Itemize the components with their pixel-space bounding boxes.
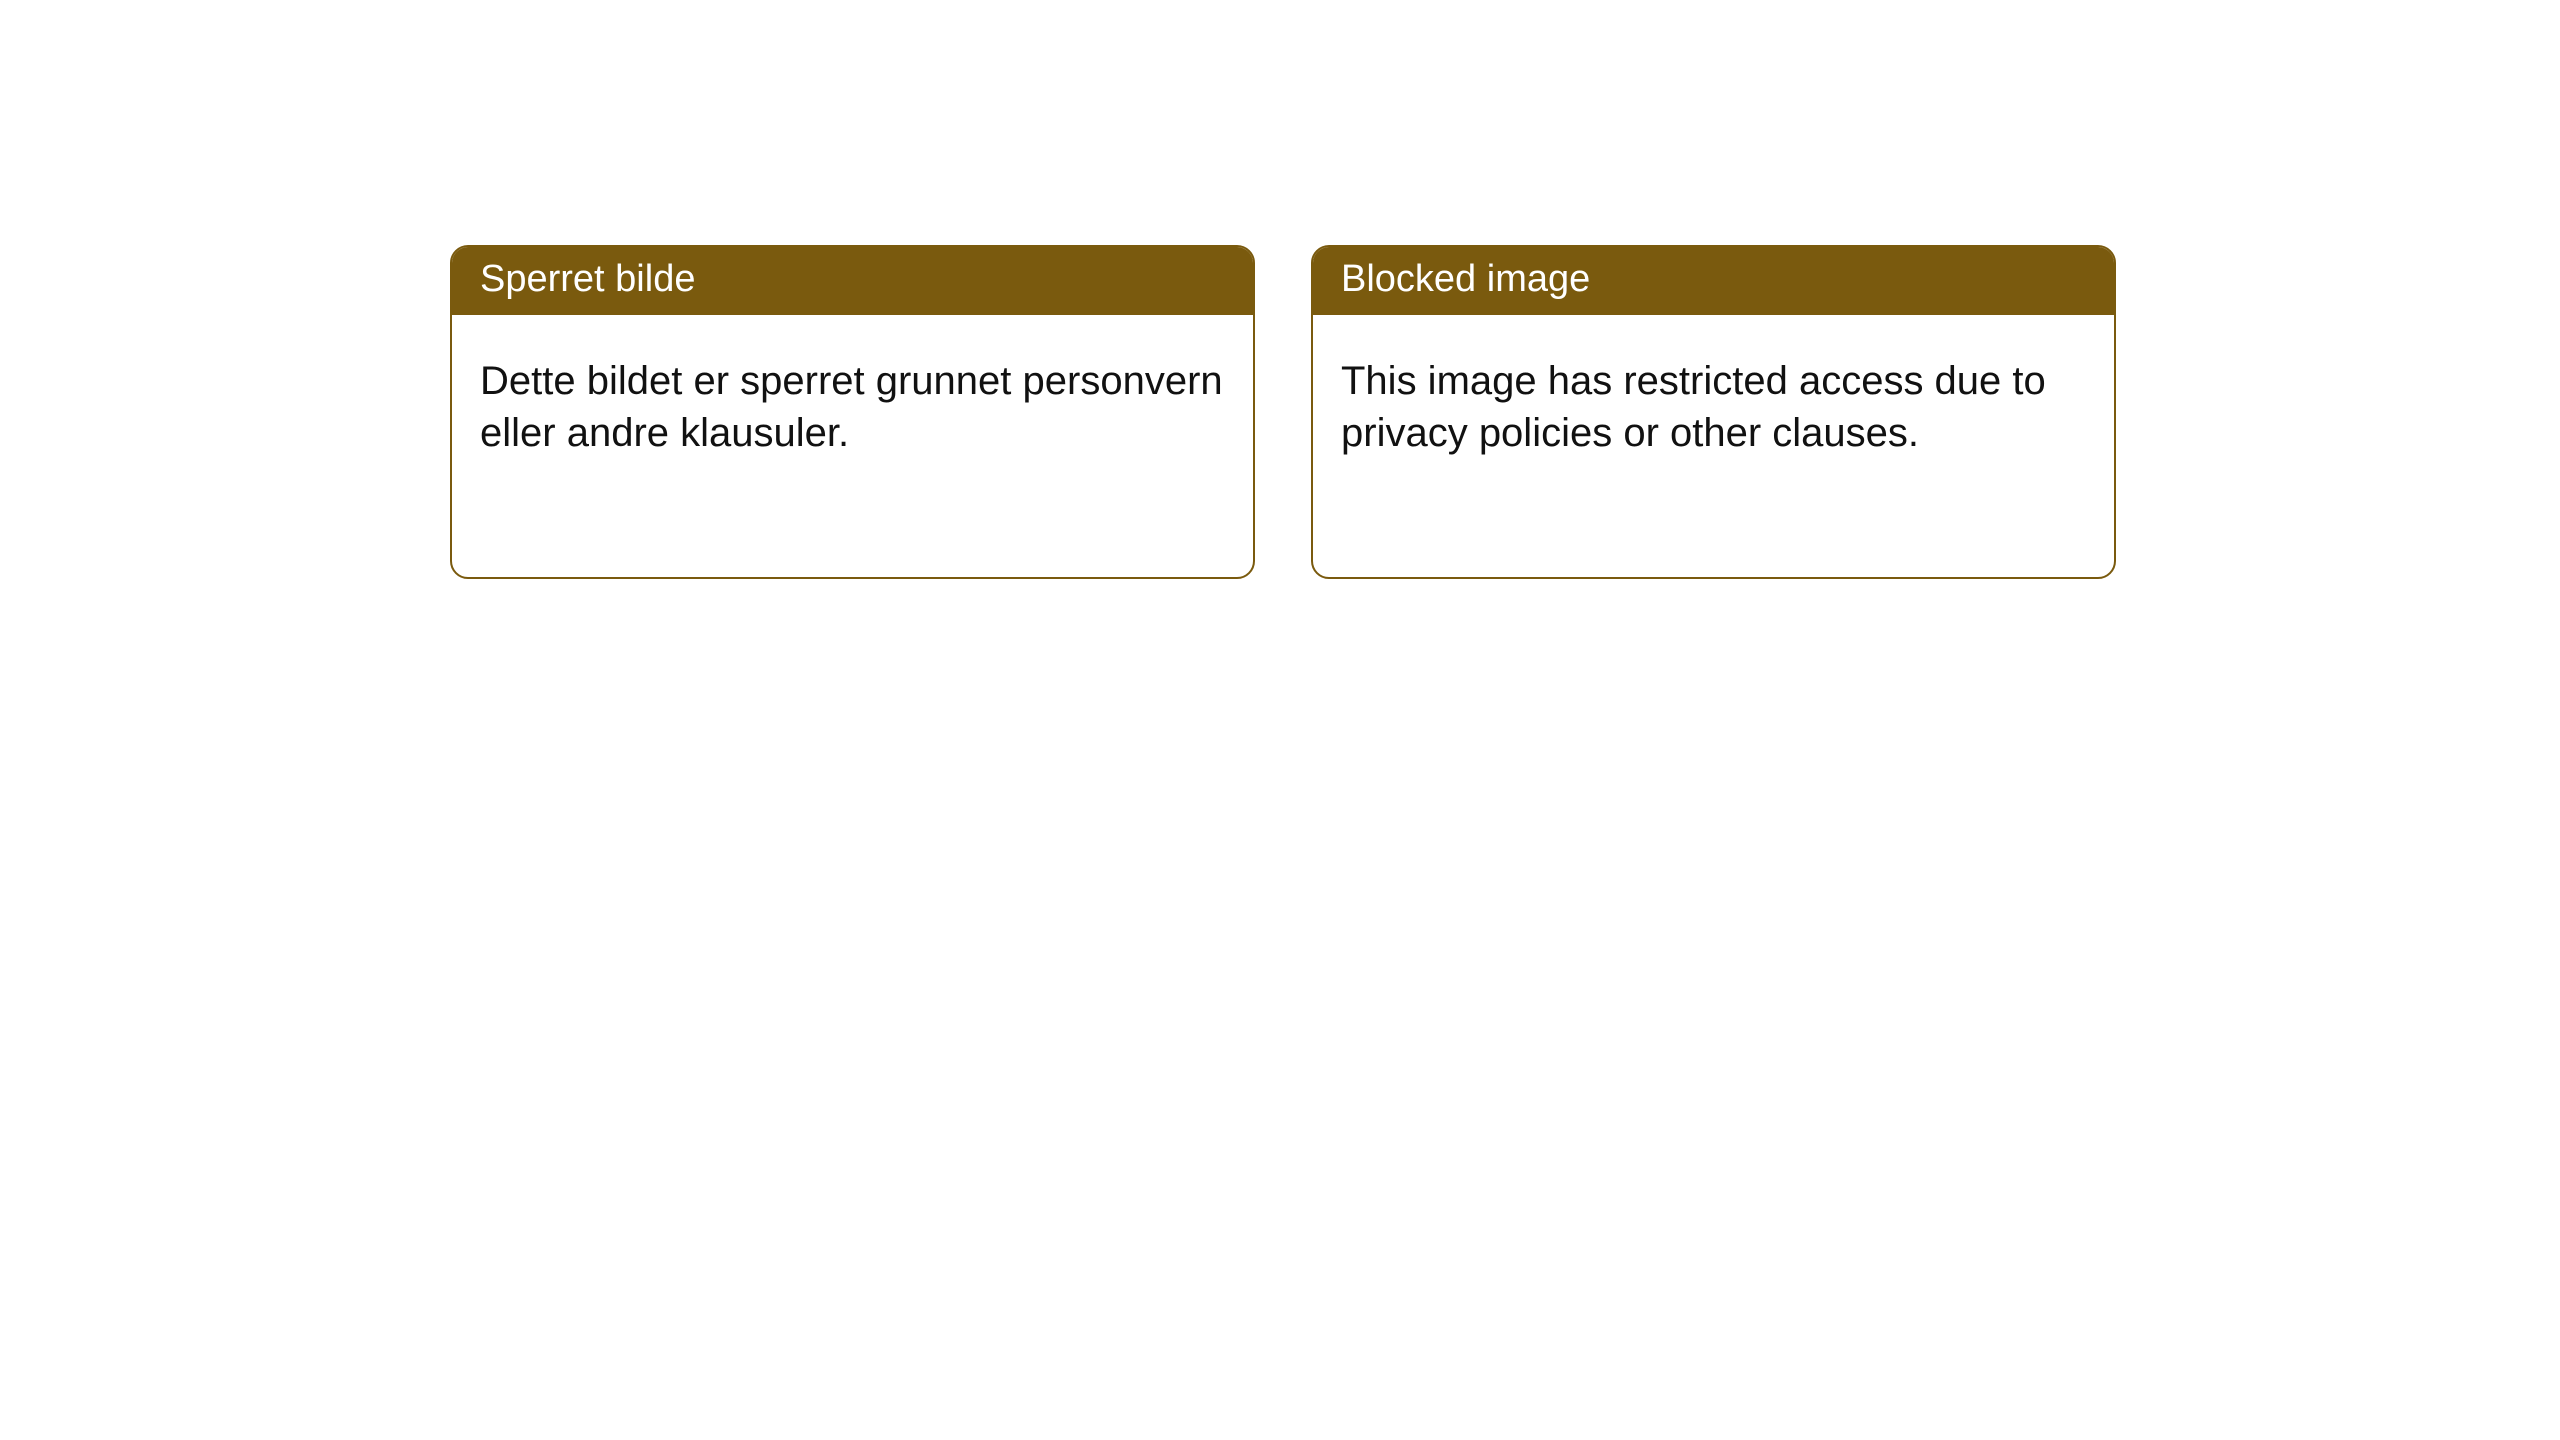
notice-title-no: Sperret bilde <box>452 247 1253 315</box>
notice-body-no: Dette bildet er sperret grunnet personve… <box>452 315 1253 487</box>
notice-card-no: Sperret bilde Dette bildet er sperret gr… <box>450 245 1255 579</box>
notice-title-en: Blocked image <box>1313 247 2114 315</box>
notice-card-en: Blocked image This image has restricted … <box>1311 245 2116 579</box>
notice-body-en: This image has restricted access due to … <box>1313 315 2114 487</box>
notice-container: Sperret bilde Dette bildet er sperret gr… <box>0 0 2560 579</box>
